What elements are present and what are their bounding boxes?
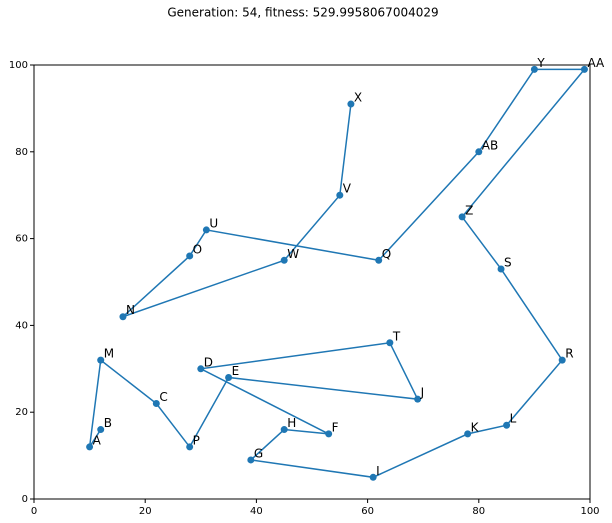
point-label: Q bbox=[382, 247, 391, 261]
point bbox=[336, 191, 344, 199]
point bbox=[280, 256, 288, 264]
point bbox=[325, 430, 333, 438]
point bbox=[186, 443, 194, 451]
point bbox=[458, 213, 466, 221]
point bbox=[375, 256, 383, 264]
point bbox=[197, 365, 205, 373]
point bbox=[97, 426, 105, 434]
point-label: P bbox=[193, 433, 200, 447]
y-tick-label: 40 bbox=[15, 320, 28, 331]
y-tick-label: 100 bbox=[9, 60, 28, 71]
y-tick-label: 80 bbox=[15, 147, 28, 158]
point bbox=[475, 148, 483, 156]
x-tick-label: 100 bbox=[580, 506, 599, 517]
point-label: N bbox=[126, 303, 135, 317]
point-label: H bbox=[287, 416, 296, 430]
y-tick-label: 20 bbox=[15, 407, 28, 418]
point-label: S bbox=[504, 255, 512, 269]
point-label: Y bbox=[536, 56, 545, 70]
point-label: G bbox=[254, 446, 263, 460]
point-label: I bbox=[376, 464, 380, 478]
point bbox=[347, 100, 355, 108]
chart-title: Generation: 54, fitness: 529.99580670040… bbox=[167, 6, 438, 20]
point bbox=[97, 356, 105, 364]
point-label: Z bbox=[465, 203, 473, 217]
point bbox=[280, 426, 288, 434]
point-label: X bbox=[354, 91, 362, 105]
x-tick-label: 80 bbox=[472, 506, 485, 517]
point-label: R bbox=[565, 347, 573, 361]
point-label: V bbox=[343, 182, 352, 196]
x-tick-label: 40 bbox=[250, 506, 263, 517]
point bbox=[503, 421, 511, 429]
y-tick-label: 60 bbox=[15, 234, 28, 245]
point-label: L bbox=[510, 412, 517, 426]
point bbox=[558, 356, 566, 364]
y-tick-label: 0 bbox=[22, 494, 28, 505]
point-label: AB bbox=[482, 138, 498, 152]
point bbox=[464, 430, 472, 438]
point-label: W bbox=[287, 247, 299, 261]
point bbox=[225, 373, 233, 381]
point-label: J bbox=[420, 386, 425, 400]
point bbox=[386, 339, 394, 347]
point bbox=[369, 473, 377, 481]
route-line bbox=[88, 68, 587, 479]
point-label: M bbox=[104, 347, 114, 361]
point bbox=[414, 395, 422, 403]
point-label: K bbox=[471, 420, 480, 434]
point bbox=[86, 443, 94, 451]
point-label: B bbox=[104, 416, 112, 430]
point bbox=[152, 400, 160, 408]
plot-frame bbox=[33, 64, 591, 500]
point bbox=[580, 65, 588, 73]
x-tick-label: 20 bbox=[139, 506, 152, 517]
point bbox=[247, 456, 255, 464]
point-label: U bbox=[209, 216, 218, 230]
point bbox=[186, 252, 194, 260]
point-label: E bbox=[232, 364, 240, 378]
point-label: A bbox=[93, 433, 102, 447]
point-label: T bbox=[392, 329, 401, 343]
point-label: C bbox=[159, 390, 167, 404]
x-tick-label: 60 bbox=[361, 506, 374, 517]
point-label: F bbox=[332, 420, 339, 434]
point-label: D bbox=[204, 355, 213, 369]
point bbox=[497, 265, 505, 273]
x-tick-label: 0 bbox=[31, 506, 37, 517]
point bbox=[119, 313, 127, 321]
point-label: AA bbox=[587, 56, 605, 70]
point bbox=[530, 65, 538, 73]
point-label: O bbox=[193, 242, 202, 256]
point bbox=[202, 226, 210, 234]
